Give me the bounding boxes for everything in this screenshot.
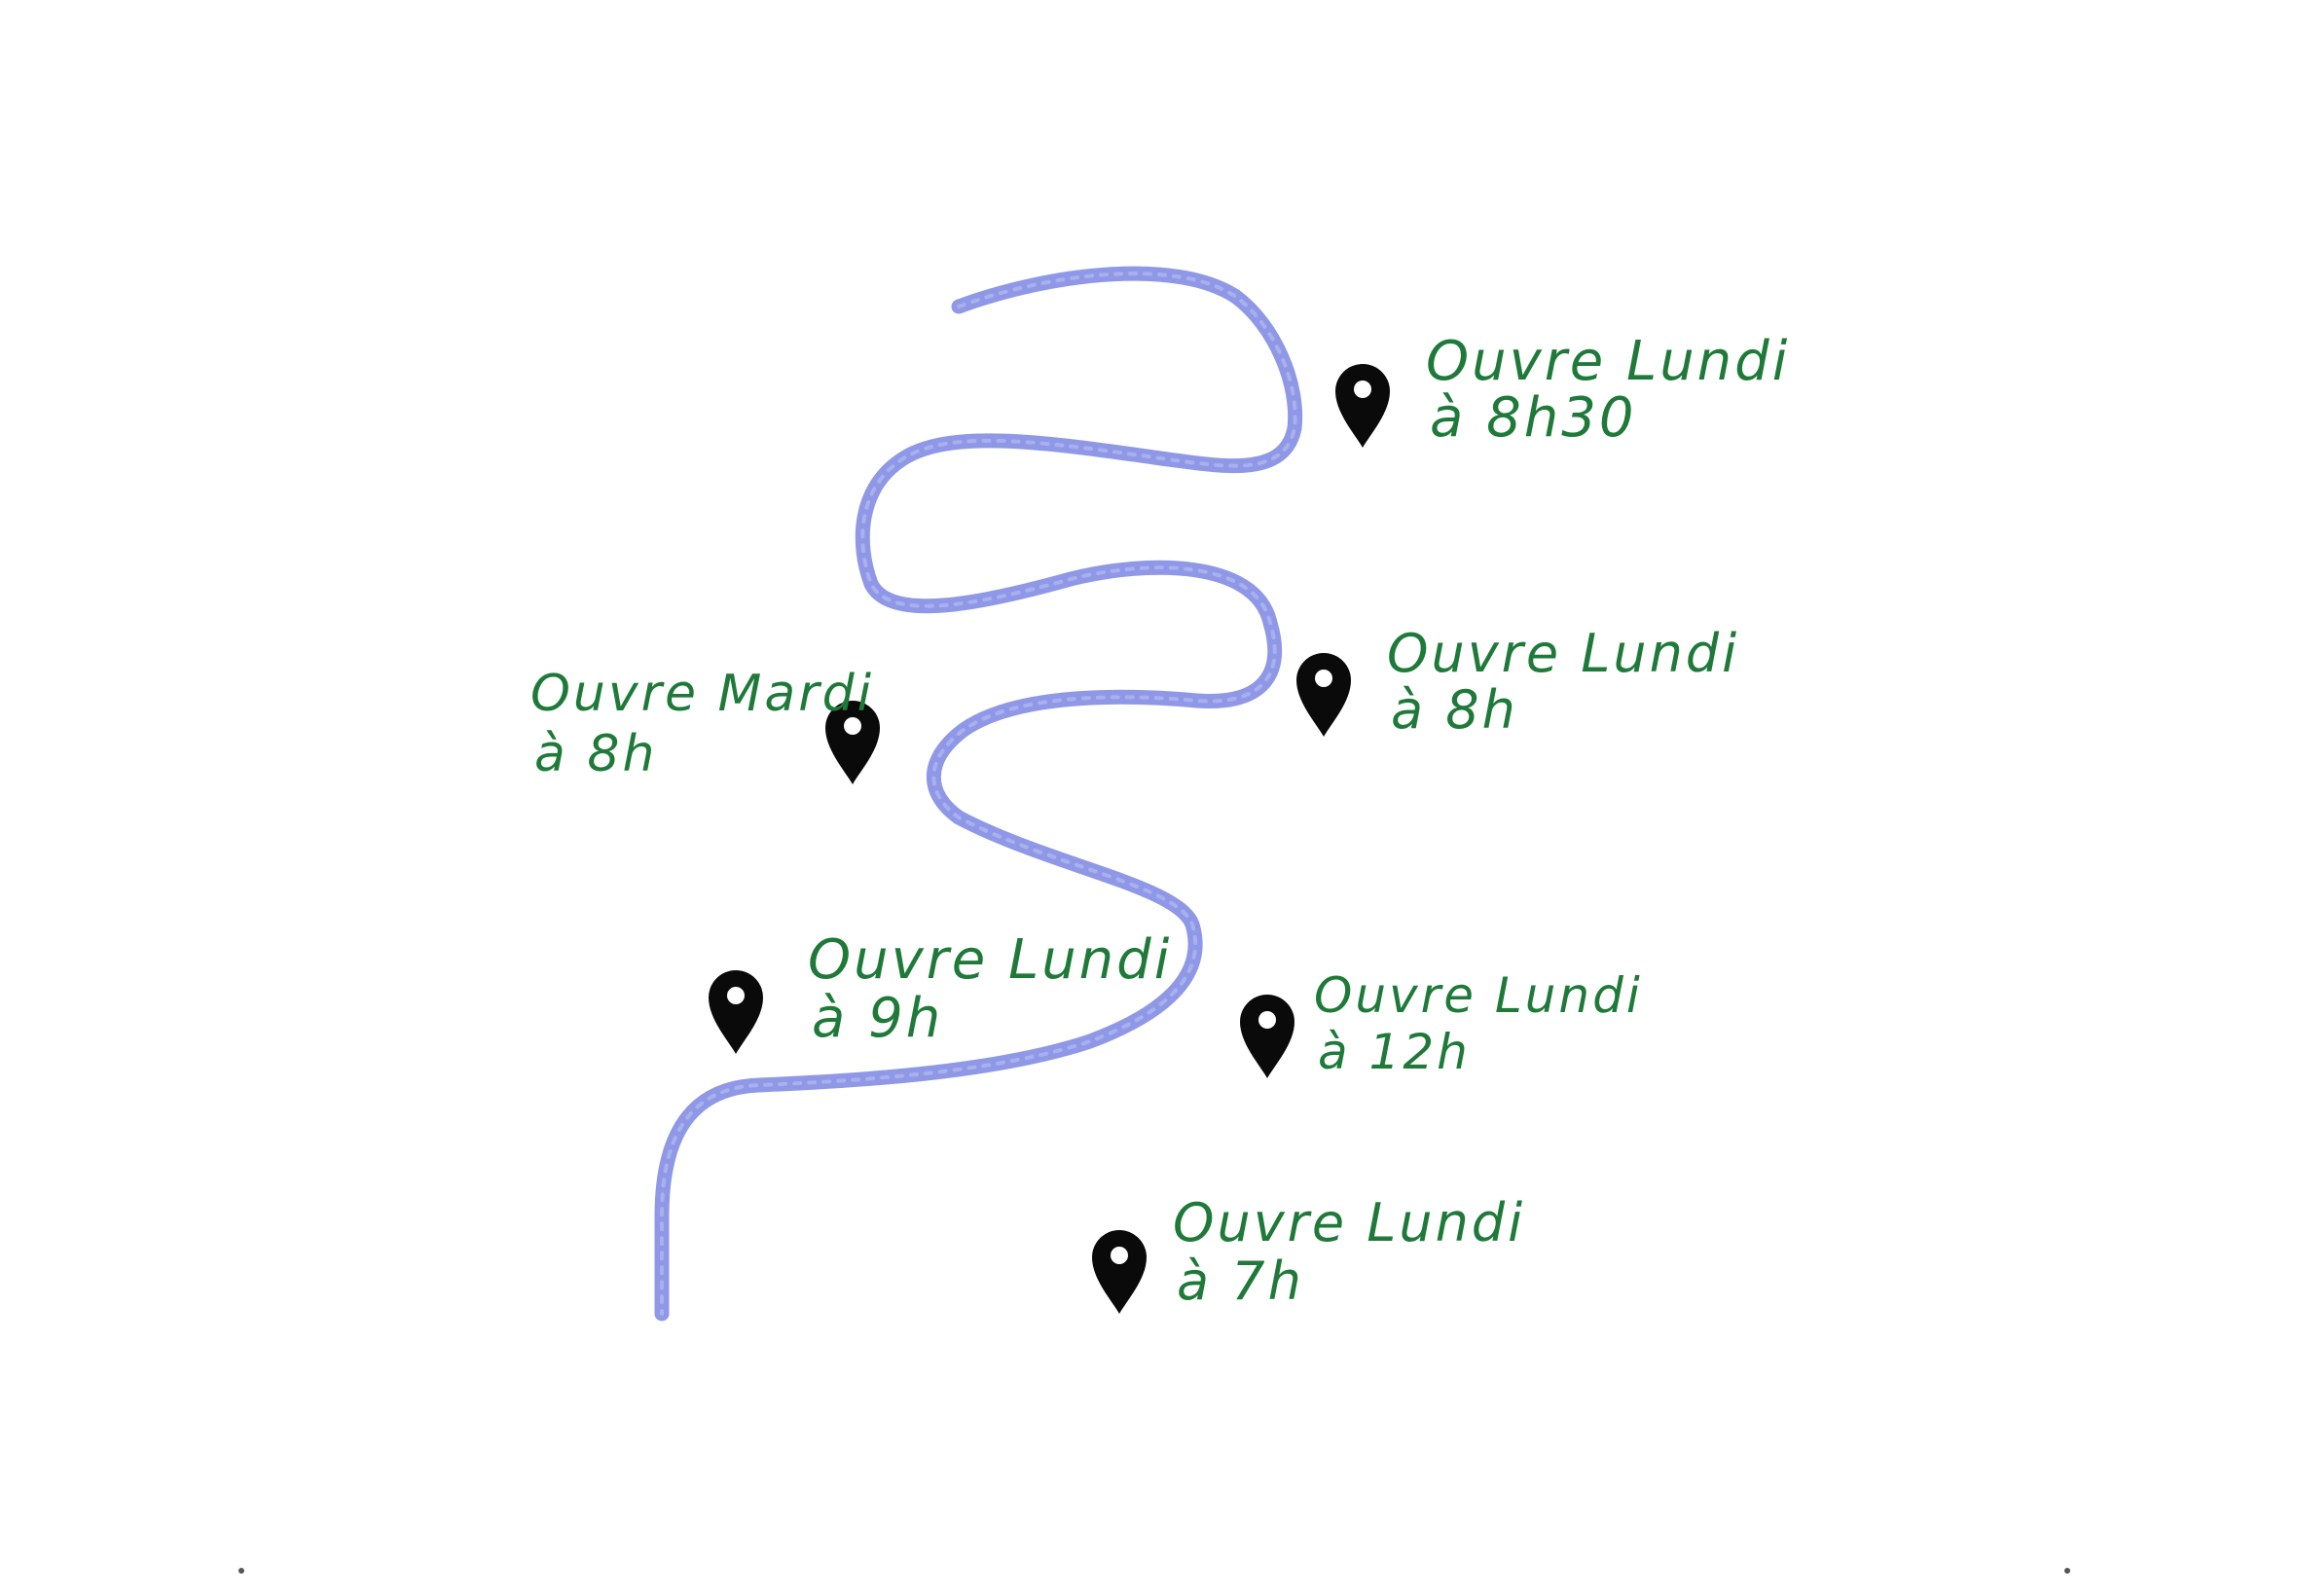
map-pin-body (1296, 653, 1351, 737)
map-pin-icon[interactable] (1092, 1230, 1147, 1314)
annotation-line-1: Ouvre Mardi (530, 665, 874, 723)
annotation-line-1: Ouvre Lundi (1426, 330, 1790, 393)
map-pin-icon[interactable] (825, 701, 880, 784)
annotation-line-2: à 9h (812, 987, 943, 1050)
annotation-line-2: à 8h (534, 725, 657, 783)
map-pin-icon[interactable] (709, 970, 763, 1054)
markers (709, 364, 1390, 1314)
map-pin-hole (1354, 381, 1371, 398)
annotation-line-1: Ouvre Lundi (1173, 1192, 1525, 1253)
map-pin-body (709, 970, 763, 1054)
map-pin-hole (1258, 1011, 1276, 1029)
map-pin-hole (1111, 1247, 1128, 1264)
annotation-line-2: à 8h (1391, 679, 1518, 741)
map-pin-icon[interactable] (1240, 995, 1294, 1078)
river (654, 266, 1303, 1322)
edge-dot-right (2064, 1568, 2070, 1574)
map-pin-body (1335, 364, 1390, 448)
annotation-line-2: à 7h (1177, 1251, 1304, 1312)
map-pin-body (825, 701, 880, 784)
map-pin-hole (1315, 670, 1332, 687)
annotation-line-1: Ouvre Lundi (1314, 967, 1643, 1024)
map-pin-icon[interactable] (1296, 653, 1351, 737)
annotation-line-2: à 8h30 (1430, 386, 1637, 450)
annotation-line-1: Ouvre Lundi (1387, 623, 1739, 684)
map-pin-body (1092, 1230, 1147, 1314)
map-pin-hole (844, 717, 861, 735)
edge-dot-left (238, 1568, 244, 1574)
river-stroke (654, 266, 1303, 1322)
annotation-line-1: Ouvre Lundi (808, 928, 1172, 992)
map-pin-icon[interactable] (1335, 364, 1390, 448)
river-stroke-texture (660, 272, 1297, 1316)
annotation-line-2: à 12h (1318, 1024, 1471, 1080)
map-pin-body (1240, 995, 1294, 1078)
map-pin-hole (727, 987, 745, 1004)
